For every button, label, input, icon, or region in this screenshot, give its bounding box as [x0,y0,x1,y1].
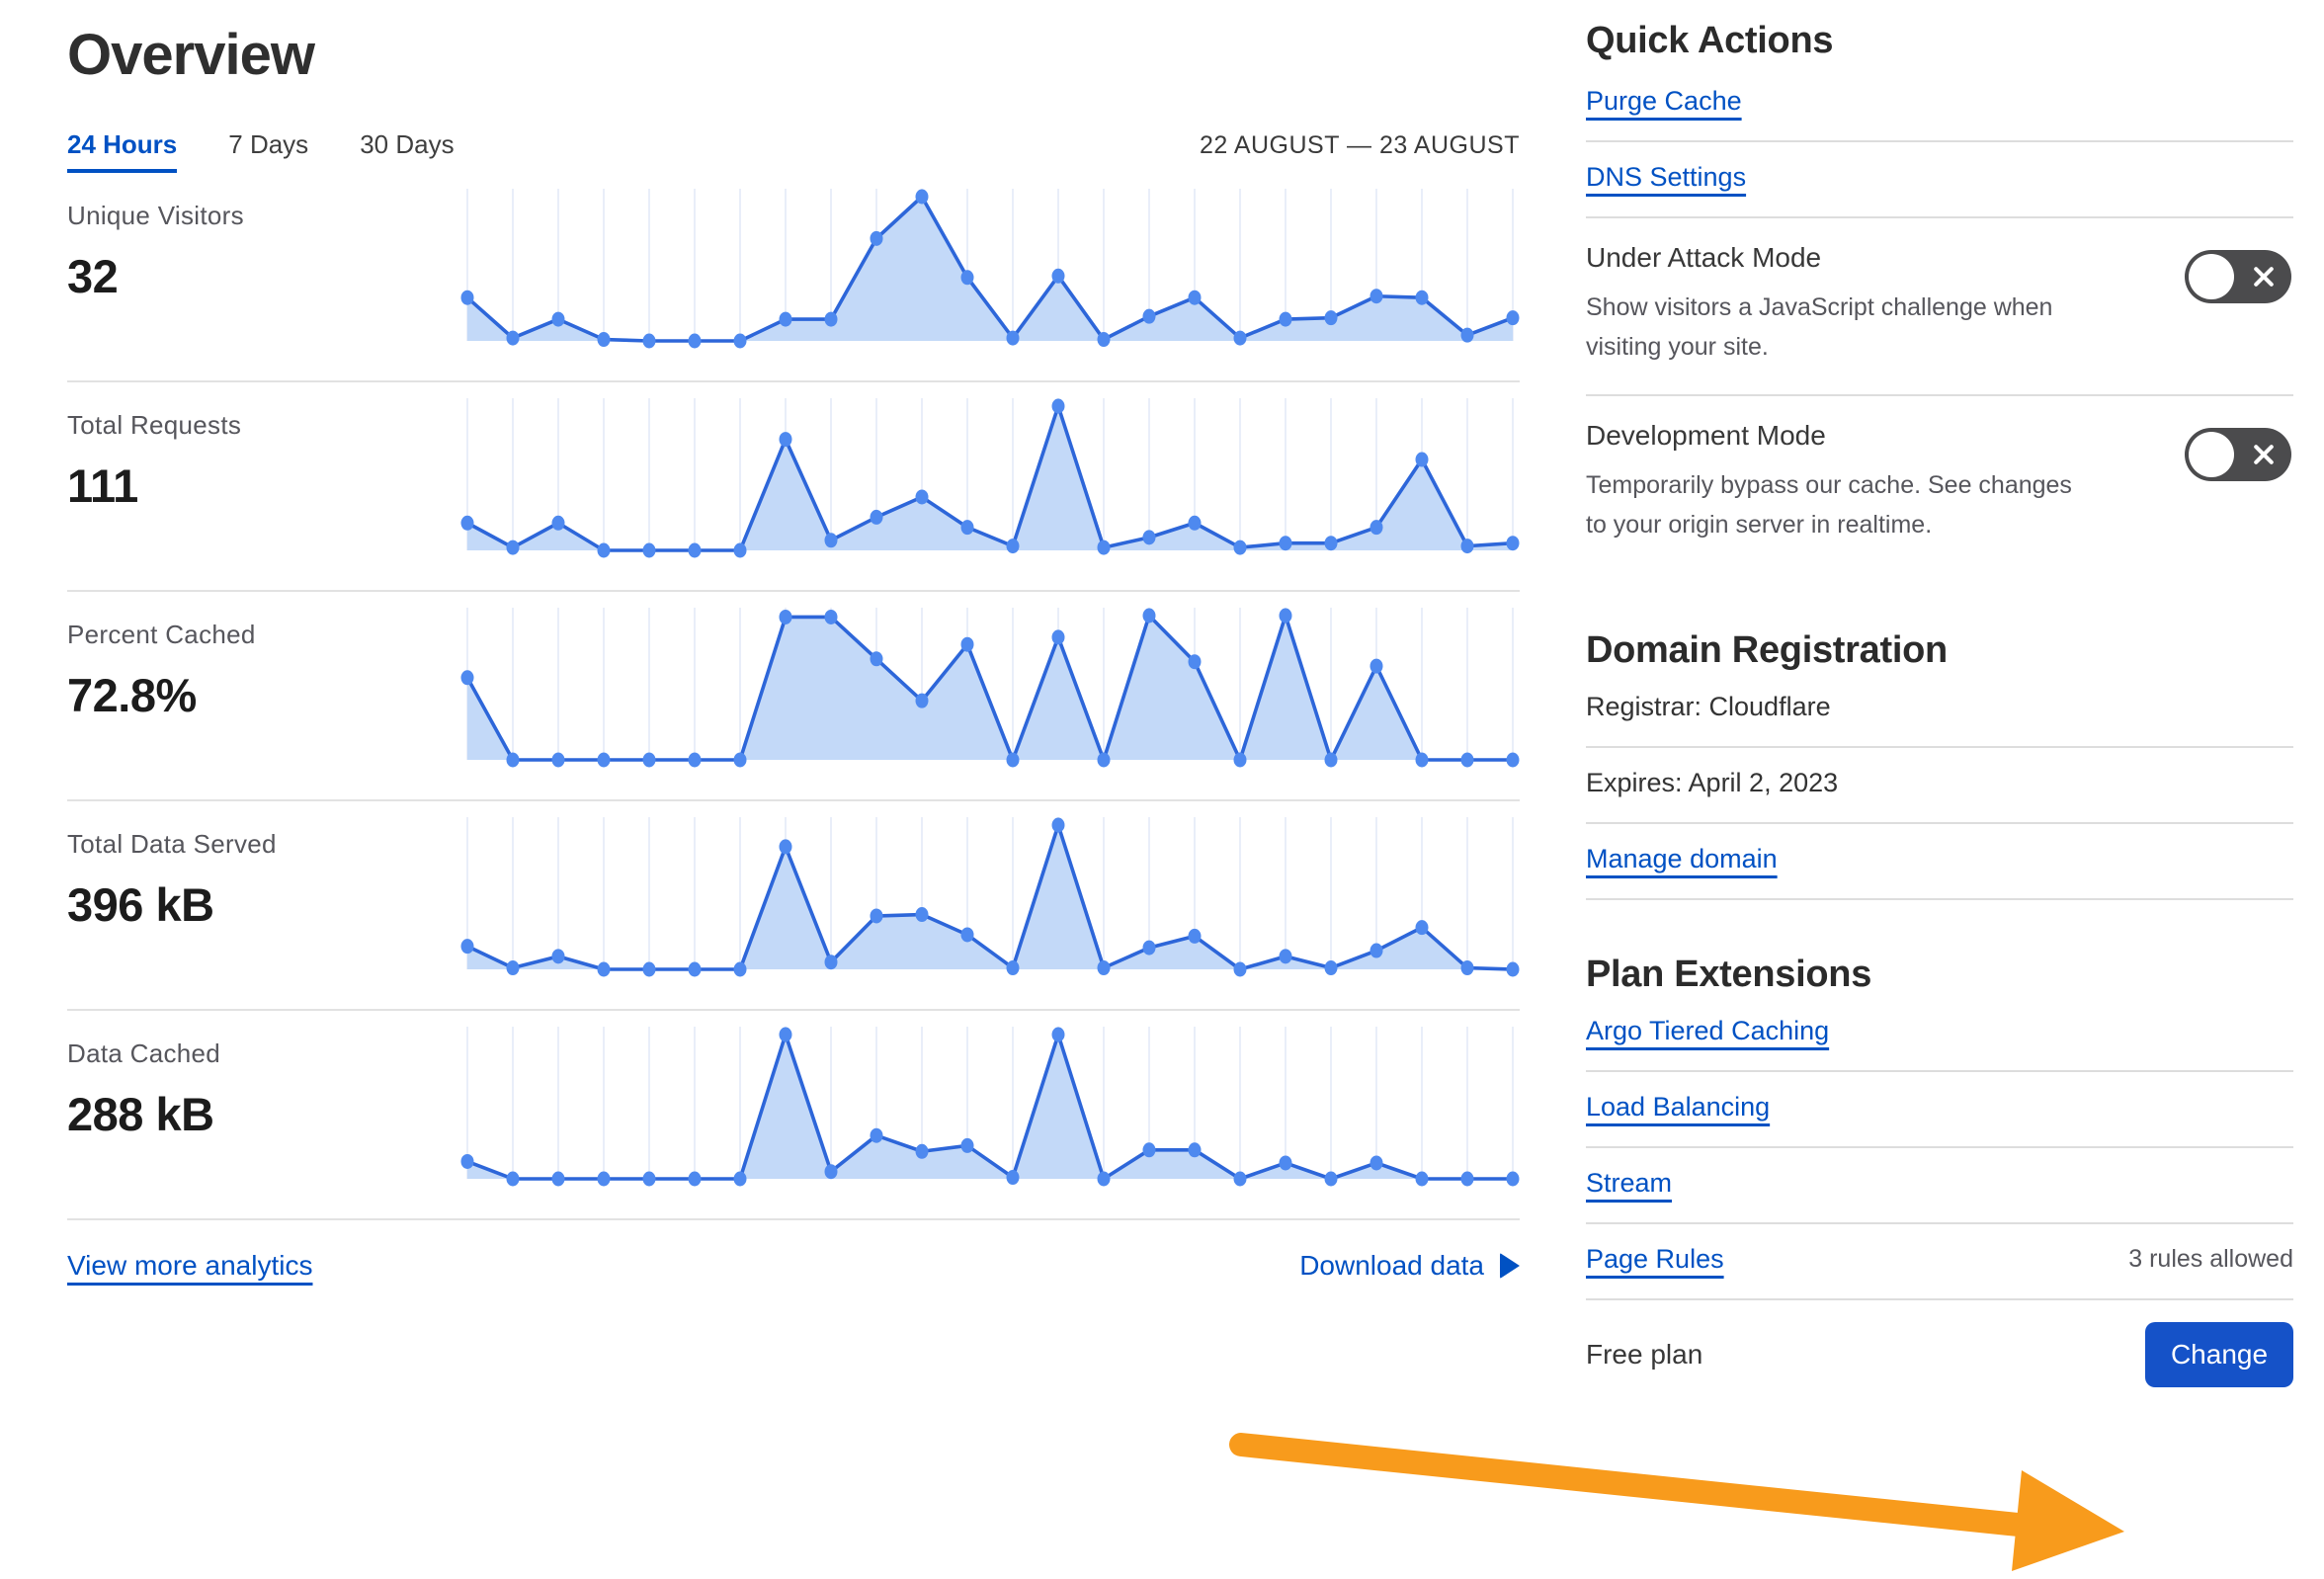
data-cached-sparkline [460,1027,1520,1187]
manage-domain-row: Manage domain [1586,824,2293,900]
percent-cached-sparkline [460,608,1520,768]
analytics-panel: Overview 24 Hours 7 Days 30 Days 22 AUGU… [67,0,1520,1282]
metric-label: Data Cached [67,1039,221,1068]
total-data-served-sparkline [460,817,1520,977]
under-attack-mode-toggle[interactable] [2185,250,2291,303]
argo-tiered-caching-link[interactable]: Argo Tiered Caching [1586,1016,1830,1045]
load-balancing-row: Load Balancing [1586,1072,2293,1148]
view-more-analytics-link[interactable]: View more analytics [67,1250,313,1281]
toggle-off-x-icon [2249,263,2277,291]
development-mode-title: Development Mode [1586,420,1826,451]
development-mode-description: Temporarily bypass our cache. See change… [1586,471,2072,539]
metric-value: 288 kB [67,1088,214,1140]
expires-row: Expires: April 2, 2023 [1586,748,2293,824]
purge-cache-link[interactable]: Purge Cache [1586,86,1742,116]
download-arrow-icon [1500,1253,1520,1279]
date-range-label: 22 AUGUST — 23 AUGUST [1199,131,1520,159]
plan-extensions-heading: Plan Extensions [1586,954,1872,995]
change-plan-button[interactable]: Change [2145,1322,2293,1387]
tab-24-hours[interactable]: 24 Hours [67,129,178,173]
argo-row: Argo Tiered Caching [1586,996,2293,1072]
plan-row: Free plan Change [1586,1300,2293,1387]
metric-row-unique-visitors: Unique Visitors 32 [67,173,1520,382]
metric-value: 32 [67,250,119,302]
toggle-off-x-icon [2249,441,2277,468]
under-attack-mode-title: Under Attack Mode [1586,242,1822,273]
metric-label: Percent Cached [67,620,256,649]
metric-row-total-data-served: Total Data Served 396 kB [67,801,1520,1011]
page-rules-allowance: 3 rules allowed [2128,1245,2293,1273]
development-mode-block: Development Mode Temporarily bypass our … [1586,396,2293,572]
metric-row-data-cached: Data Cached 288 kB [67,1011,1520,1220]
analytics-footer-links: View more analytics Download data [67,1220,1520,1282]
download-data-label: Download data [1299,1250,1484,1281]
manage-domain-link[interactable]: Manage domain [1586,844,1778,873]
tab-30-days[interactable]: 30 Days [360,129,455,159]
plan-name-label: Free plan [1586,1339,1703,1370]
page-title: Overview [67,23,315,87]
load-balancing-link[interactable]: Load Balancing [1586,1092,1771,1122]
metric-row-total-requests: Total Requests 111 [67,382,1520,592]
development-mode-toggle[interactable] [2185,428,2291,481]
dns-settings-link[interactable]: DNS Settings [1586,162,1747,192]
unique-visitors-sparkline [460,189,1520,349]
metric-value: 111 [67,459,138,512]
registrar-value: Registrar: Cloudflare [1586,692,1831,721]
registrar-row: Registrar: Cloudflare [1586,672,2293,748]
page-rules-link[interactable]: Page Rules [1586,1244,1724,1274]
metric-value: 396 kB [67,878,214,931]
metric-label: Unique Visitors [67,201,244,230]
stream-link[interactable]: Stream [1586,1168,1673,1198]
purge-cache-row: Purge Cache [1586,62,2293,142]
download-data-link[interactable]: Download data [1299,1250,1520,1282]
domain-registration-heading: Domain Registration [1586,629,1948,671]
toggle-knob [2189,432,2234,477]
under-attack-mode-description: Show visitors a JavaScript challenge whe… [1586,293,2053,361]
expires-value: Expires: April 2, 2023 [1586,768,1839,797]
metric-label: Total Requests [67,410,242,440]
dns-settings-row: DNS Settings [1586,142,2293,218]
tab-7-days[interactable]: 7 Days [228,129,309,159]
metric-row-percent-cached: Percent Cached 72.8% [67,592,1520,801]
under-attack-mode-block: Under Attack Mode Show visitors a JavaSc… [1586,218,2293,396]
metric-value: 72.8% [67,669,197,721]
metric-label: Total Data Served [67,829,277,859]
toggle-knob [2189,254,2234,299]
sidebar: Quick Actions Purge Cache DNS Settings U… [1586,0,2293,1387]
stream-row: Stream [1586,1148,2293,1224]
quick-actions-heading: Quick Actions [1586,20,1834,61]
page-rules-row: Page Rules 3 rules allowed [1586,1224,2293,1300]
total-requests-sparkline [460,398,1520,558]
time-range-tabs: 24 Hours 7 Days 30 Days 22 AUGUST — 23 A… [67,129,1520,173]
